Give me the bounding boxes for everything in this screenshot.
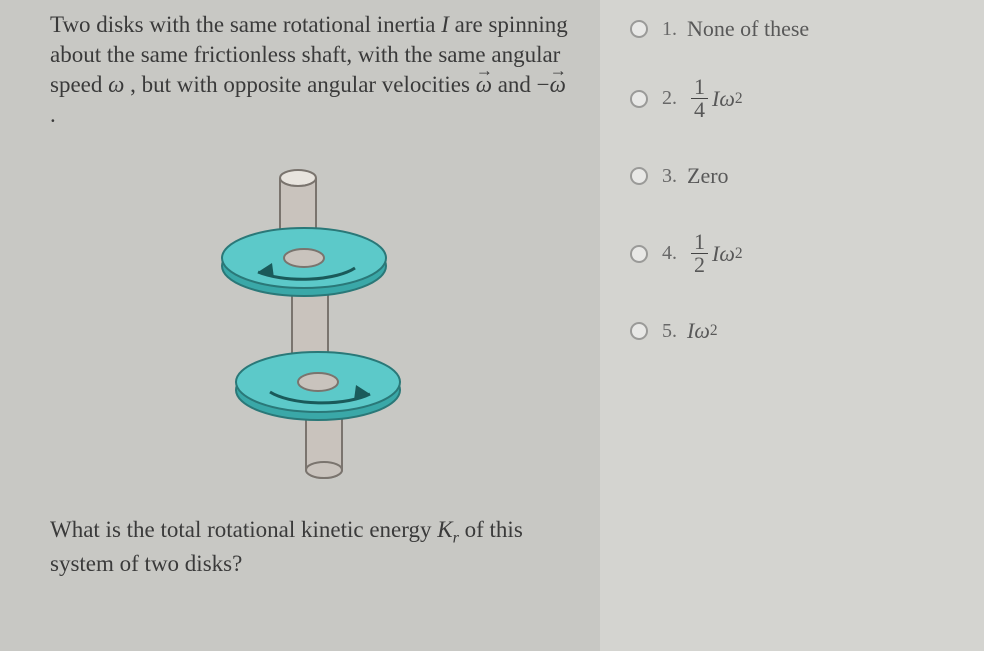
option-sym: Iω <box>712 86 735 112</box>
frac-num: 1 <box>691 231 708 254</box>
frac-num: 1 <box>691 76 708 99</box>
question-text: Two disks with the same rotational inert… <box>50 10 570 130</box>
radio-icon[interactable] <box>630 322 648 340</box>
figure <box>50 140 570 510</box>
sym-omega-vec: ω <box>476 70 492 100</box>
sym-omega: ω <box>108 72 124 97</box>
option-exp: 2 <box>710 322 718 340</box>
radio-icon[interactable] <box>630 90 648 108</box>
option-num: 4. <box>662 242 677 265</box>
q-text-period: . <box>50 102 56 127</box>
option-sym: Iω <box>687 318 710 344</box>
sym-r: r <box>453 529 459 546</box>
option-3[interactable]: 3. Zero <box>600 145 974 207</box>
radio-icon[interactable] <box>630 167 648 185</box>
option-5[interactable]: 5. Iω2 <box>600 300 974 354</box>
followup-pre: What is the total rotational kinetic ene… <box>50 517 437 542</box>
disks-diagram <box>180 160 440 490</box>
radio-icon[interactable] <box>630 245 648 263</box>
q-text-1: Two disks with the same rotational inert… <box>50 12 441 37</box>
option-exp: 2 <box>735 90 743 108</box>
option-4[interactable]: 4. 1 2 Iω2 <box>600 207 974 300</box>
option-num: 1. <box>662 18 677 41</box>
fraction: 1 2 <box>691 231 708 276</box>
sym-inertia: I <box>441 12 449 37</box>
answers-panel: 1. None of these 2. 1 4 Iω2 3. Zero 4. 1… <box>600 0 984 651</box>
option-num: 2. <box>662 87 677 110</box>
fraction: 1 4 <box>691 76 708 121</box>
sym-K: K <box>437 517 452 542</box>
option-num: 5. <box>662 320 677 343</box>
option-sym: Iω <box>712 241 735 267</box>
radio-icon[interactable] <box>630 20 648 38</box>
option-text: None of these <box>687 16 809 42</box>
question-panel: Two disks with the same rotational inert… <box>0 0 600 651</box>
option-2[interactable]: 2. 1 4 Iω2 <box>600 52 974 145</box>
q-text-and: and <box>498 72 537 97</box>
option-num: 3. <box>662 165 677 188</box>
sym-omega-vec-neg: ω <box>550 70 566 100</box>
option-1[interactable]: 1. None of these <box>600 6 974 52</box>
q-text-3: , but with opposite angular velocities <box>130 72 476 97</box>
option-exp: 2 <box>735 245 743 263</box>
frac-den: 4 <box>691 99 708 121</box>
option-text: Zero <box>687 163 729 189</box>
q-text-neg: − <box>537 72 550 97</box>
followup-text: What is the total rotational kinetic ene… <box>50 510 570 579</box>
frac-den: 2 <box>691 254 708 276</box>
